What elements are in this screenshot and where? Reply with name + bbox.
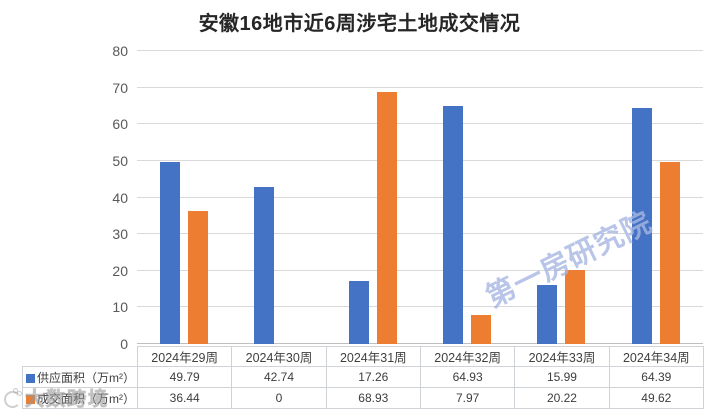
table-value-cell-s0-c5: 64.39 — [608, 366, 704, 388]
table-value-cell-s0-c2: 17.26 — [325, 366, 421, 388]
table-header-cell-2: 2024年31周 — [325, 346, 421, 367]
logo-dot-shape — [13, 387, 18, 393]
series-legend-cell-1: 成交面积（万m²） — [22, 387, 138, 409]
bar-series0-cat3 — [443, 106, 464, 344]
bar-group-0 — [137, 51, 231, 344]
bar-series0-cat1 — [254, 187, 275, 344]
table-header-cell-5: 2024年34周 — [608, 346, 704, 367]
y-axis-tick-label-50: 50 — [112, 152, 128, 169]
bar-group-4 — [514, 51, 608, 344]
table-value-cell-s0-c1: 42.74 — [231, 366, 327, 388]
gridline-y60 — [137, 123, 703, 125]
legend-swatch-icon — [26, 373, 35, 383]
bar-series0-cat0 — [160, 161, 181, 344]
bar-group-2 — [326, 51, 420, 344]
table-value-cell-s1-c4: 20.22 — [514, 387, 610, 409]
legend-swatch-icon — [26, 394, 35, 404]
bar-group-1 — [231, 51, 325, 344]
table-value-cell-s1-c0: 36.44 — [136, 387, 233, 409]
plot-area — [137, 50, 703, 344]
gridline-y30 — [137, 233, 703, 235]
table-value-cell-s0-c3: 64.93 — [419, 366, 516, 388]
y-axis-tick-label-80: 80 — [112, 43, 128, 59]
bar-series0-cat4 — [537, 285, 558, 344]
bar-series1-cat0 — [188, 210, 209, 344]
gridline-y70 — [137, 86, 703, 88]
series-name-label: 成交面积（万m²） — [37, 391, 135, 406]
gridline-y10 — [137, 306, 703, 308]
y-axis-tick-label-60: 60 — [112, 116, 128, 133]
table-value-cell-s1-c2: 68.93 — [325, 387, 421, 409]
series-name-label: 供应面积（万m²） — [37, 370, 135, 385]
table-value-cell-s1-c1: 0 — [231, 387, 327, 409]
bar-series0-cat2 — [348, 280, 369, 344]
table-header-cell-0: 2024年29周 — [136, 346, 233, 367]
y-axis-tick-label-30: 30 — [112, 226, 128, 243]
table-value-cell-s1-c5: 49.62 — [608, 387, 704, 409]
table-header-row: 2024年29周 2024年30周 2024年31周 2024年32周 2024年33周… — [23, 346, 704, 367]
table-body: 2024年29周 2024年30周 2024年31周 2024年32周 2024年33周… — [22, 346, 704, 409]
gridline-y40 — [137, 196, 703, 198]
table-header-cell-4: 2024年33周 — [514, 346, 610, 367]
gridline-y50 — [137, 159, 703, 161]
logo-ring-shape — [4, 390, 21, 408]
table-header-cell-3: 2024年32周 — [419, 346, 516, 367]
gridline-y20 — [137, 269, 703, 271]
bar-series0-cat5 — [631, 108, 652, 344]
bar-group-5 — [609, 51, 703, 344]
bar-series1-cat3 — [471, 314, 492, 344]
table-row-series1: 成交面积（万m²） 36.44 0 68.93 7.97 20.22 49.62 — [22, 387, 704, 409]
table-corner-cell — [23, 347, 138, 367]
y-axis-tick-label-20: 20 — [112, 262, 128, 279]
bar-series1-cat4 — [565, 269, 586, 344]
y-axis-tick-label-0: 0 — [120, 336, 128, 352]
y-axis-tick-label-40: 40 — [112, 189, 128, 206]
table-value-cell-s1-c3: 7.97 — [419, 387, 516, 409]
gridline-y80 — [137, 50, 703, 51]
bar-series1-cat5 — [659, 162, 680, 344]
table-value-cell-s0-c0: 49.79 — [136, 366, 233, 388]
table-row-series0: 供应面积（万m²） 49.79 42.74 17.26 64.93 15.99 64.39 — [22, 366, 704, 388]
bar-group-3 — [420, 51, 514, 344]
series-legend-cell-0: 供应面积（万m²） — [22, 366, 138, 388]
logo-watermark-icon — [4, 387, 22, 408]
table-value-cell-s0-c4: 15.99 — [514, 366, 610, 388]
data-table: 2024年29周 2024年30周 2024年31周 2024年32周 2024年33周… — [22, 346, 704, 409]
gridline-y0 — [137, 343, 703, 344]
table-header-cell-1: 2024年30周 — [231, 346, 327, 367]
bar-series1-cat2 — [376, 91, 397, 344]
y-axis-tick-label-10: 10 — [112, 299, 128, 316]
y-axis-tick-label-70: 70 — [112, 79, 128, 96]
chart-title: 安徽16地市近6周涉宅土地成交情况 — [198, 13, 521, 35]
